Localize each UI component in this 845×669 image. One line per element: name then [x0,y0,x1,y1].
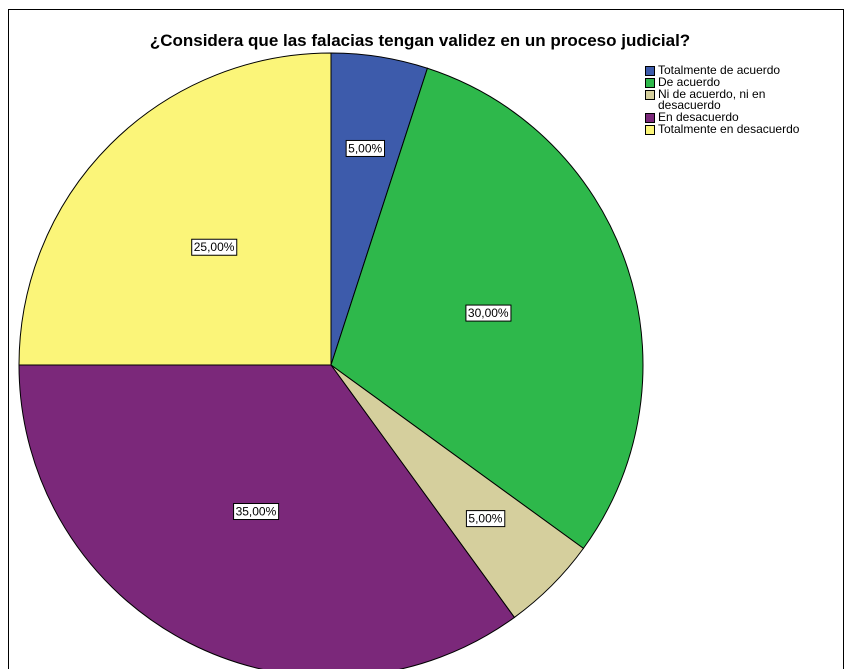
data-label: 25,00% [194,240,235,254]
data-label: 5,00% [468,512,502,526]
data-label: 35,00% [236,505,277,519]
legend-item: Totalmente de acuerdo [645,63,840,77]
legend-swatch [645,78,655,88]
legend: Totalmente de acuerdo De acuerdo Ni de acu… [645,63,840,136]
legend-label: De acuerdo [658,75,721,89]
data-label-box [191,238,238,256]
legend-swatch [645,90,655,100]
legend-item: Totalmente en desacuerdo [645,122,840,136]
legend-label: Ni de acuerdo, ni en desacuerdo [658,87,766,112]
legend-swatch [645,113,655,123]
legend-item: En desacuerdo [645,110,840,124]
data-label: 5,00% [348,141,382,155]
pie-slice [18,52,332,366]
legend-swatch [645,125,655,135]
legend-label: Totalmente en desacuerdo [658,122,800,136]
data-label-box [465,304,512,322]
chart-title: ¿Considera que las falacias tengan valid… [150,31,690,50]
legend-item: Ni de acuerdo, ni en desacuerdo [645,87,840,112]
legend-swatch [645,66,655,76]
legend-label: En desacuerdo [658,110,739,124]
data-label-box [345,139,386,157]
legend-label: Totalmente de acuerdo [658,63,781,77]
data-label-box [465,510,506,528]
data-label-box [233,503,280,521]
legend-item: De acuerdo [645,75,840,89]
data-label: 30,00% [468,306,509,320]
